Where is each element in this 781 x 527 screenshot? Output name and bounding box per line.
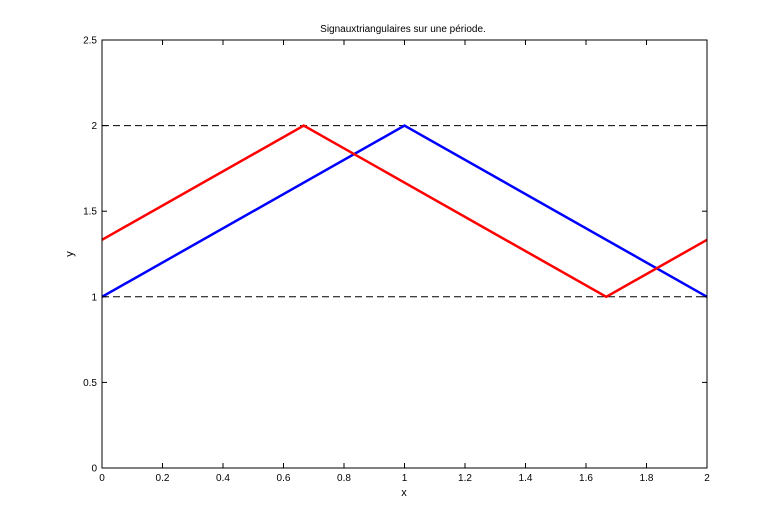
plot-frame bbox=[101, 39, 708, 469]
x-tick-label: 1.6 bbox=[579, 473, 593, 484]
series-line-1 bbox=[101, 124, 708, 299]
y-tick-label: 0 bbox=[91, 464, 97, 475]
x-tick-label: 0.8 bbox=[337, 473, 351, 484]
y-axis-label: y bbox=[64, 251, 76, 257]
x-tick-label: 1.2 bbox=[458, 473, 472, 484]
series-line-0 bbox=[101, 124, 708, 298]
y-tick-label: 2 bbox=[91, 121, 97, 132]
x-tick-label: 1 bbox=[402, 473, 408, 484]
chart-title: Signauxtriangulaires sur une période. bbox=[320, 24, 486, 35]
series-layer bbox=[101, 124, 708, 299]
ticks: 0 0.2 0.4 0.6 0.8 1 1.2 1.4 1.6 1.8 2 0 0.5 1 1.5 2 2.5 bbox=[83, 36, 710, 485]
y-tick-label: 1.5 bbox=[83, 207, 97, 218]
x-tick-label: 0.4 bbox=[216, 473, 230, 484]
reference-lines bbox=[102, 125, 707, 298]
x-tick-label: 1.8 bbox=[640, 473, 654, 484]
y-tick-label: 1 bbox=[91, 292, 97, 303]
x-tick-label: 1.4 bbox=[519, 473, 533, 484]
x-tick-label: 2 bbox=[704, 473, 710, 484]
y-tick-label: 2.5 bbox=[83, 36, 97, 47]
x-tick-label: 0.6 bbox=[277, 473, 291, 484]
x-tick-label: 0 bbox=[99, 473, 105, 484]
x-tick-label: 0.2 bbox=[156, 473, 170, 484]
y-tick-label: 0.5 bbox=[83, 378, 97, 389]
x-axis-label: x bbox=[401, 487, 407, 499]
